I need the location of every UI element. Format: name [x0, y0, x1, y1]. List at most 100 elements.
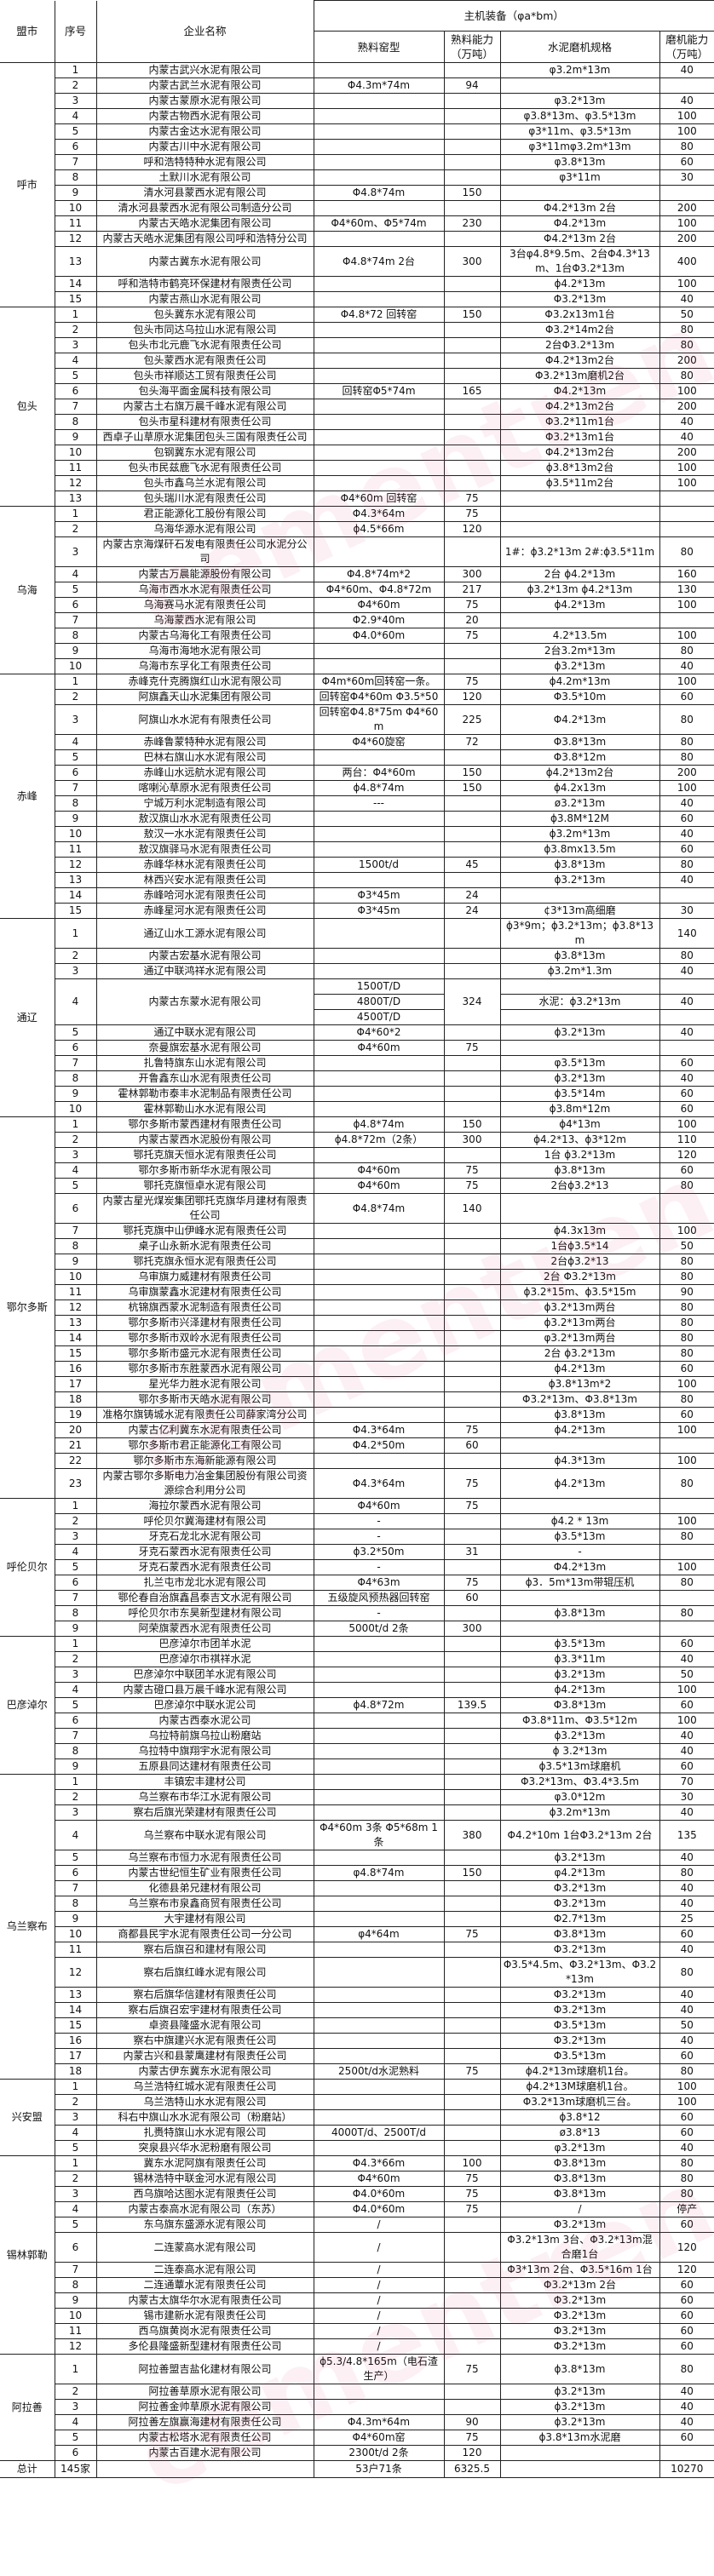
mill-spec: ϕ3.8mx13.5m	[499, 841, 660, 858]
mill-capacity: 100	[659, 674, 714, 690]
mill-spec: Φ4.2*13m2台	[499, 399, 660, 415]
company-name: 内蒙古松塔水泥有限责任公司	[95, 2430, 314, 2446]
row-no: 13	[54, 246, 97, 277]
row-no: 15	[54, 291, 97, 307]
row-no: 3	[54, 93, 97, 109]
mill-capacity: 40	[659, 2033, 714, 2049]
mill-capacity: 60	[659, 2125, 714, 2141]
row-no: 14	[54, 2002, 97, 2018]
mill-capacity	[659, 1040, 714, 1056]
mill-capacity: 25	[659, 1911, 714, 1927]
table-row: 5 牙克石蒙西水泥有限责任公司 - Φ4.2*13m 100	[0, 1559, 714, 1575]
table-row: 16 鄂尔多斯市东胜蒙西水泥有限公司 ϕ4.2*13m 60	[0, 1361, 714, 1377]
table-row: 2 阿旗鑫天山水泥集团有限公司 回转窑Φ4*60m Φ3.5*50 120 Φ3.5*1…	[0, 689, 714, 705]
mill-capacity	[659, 1193, 714, 1224]
company-name: 鄂托克旗恒卓水泥有限公司	[95, 1178, 314, 1194]
table-row: 7 化德县弟兄建材有限公司 Φ3.2*13m 40	[0, 1880, 714, 1896]
kiln-type	[313, 1987, 445, 2003]
row-no: 3	[54, 1667, 97, 1683]
table-row: 8 呼伦贝尔市东昊新型建材有限公司 - ϕ3.8*13m 80	[0, 1605, 714, 1621]
kiln-type	[313, 918, 445, 949]
kiln-type: ϕ4.8*74m	[313, 780, 445, 796]
mill-spec: ϕ4.2*13m	[499, 276, 660, 292]
mill-spec: 2台 Φ3.2*13m	[499, 1269, 660, 1285]
mill-capacity: 80	[659, 2354, 714, 2384]
kiln-capacity: 75	[443, 2063, 501, 2080]
company-name: 包头市同达乌拉山水泥有限公司	[95, 322, 314, 338]
company-name: 敖汉旗驿马水泥有限责任公司	[95, 841, 314, 858]
kiln-capacity	[443, 1529, 501, 1545]
row-no: 5	[54, 1850, 97, 1866]
kiln-type	[313, 1223, 445, 1239]
table-row: 4 包头蒙西水泥有限责任公司 Φ4.2*13m2台 200	[0, 353, 714, 369]
mill-spec: -	[499, 1544, 660, 1560]
kiln-type	[313, 231, 445, 247]
table-row: 5 鄂托克旗恒卓水泥有限公司 Φ4*60m 75 2台ϕ3.2*13 80	[0, 1178, 714, 1194]
kiln-capacity	[443, 1024, 501, 1041]
kiln-capacity	[443, 2292, 501, 2309]
kiln-capacity	[443, 918, 501, 949]
table-row: 13 林西兴安水泥有限责任公司 ϕ3.2*13m 40	[0, 872, 714, 888]
kiln-capacity	[443, 1804, 501, 1821]
mill-spec: ϕ3.3*11m	[499, 1651, 660, 1667]
row-no: 11	[54, 2323, 97, 2339]
kiln-type	[313, 2384, 445, 2400]
mill-spec: ϕ4.2*13、ϕ3*12m	[499, 1132, 660, 1148]
kiln-type	[313, 353, 445, 369]
mill-spec: 3台φ4.8*9.5m、2台Φ4.3*13m、1台Φ3.2*13m	[499, 246, 660, 277]
mill-capacity: 60	[659, 1636, 714, 1652]
mill-spec: ϕ3.2*13m两台	[499, 1299, 660, 1316]
mill-capacity: 30	[659, 903, 714, 919]
kiln-capacity	[443, 169, 501, 186]
mill-capacity: 60	[659, 841, 714, 858]
mill-spec: ϕ4.2m*13m	[499, 674, 660, 690]
mill-spec: ø3.2*13m	[499, 795, 660, 812]
kiln-type: Φ4*60*2	[313, 1024, 445, 1041]
table-body: 呼市 1 内蒙古武兴水泥有限公司 φ3.2m*13m 40 2 内蒙古武兰水泥有限公司 Φ4.…	[0, 62, 714, 2461]
kiln-capacity: 75	[443, 2186, 501, 2202]
kiln-capacity: 75	[443, 1575, 501, 1591]
company-name: 锡林浩特中联金河水泥有限公司	[95, 2171, 314, 2187]
table-row: 8 内蒙古乌海化工有限责任公司 Φ4.0*60m 75 4.2*13.5m 100	[0, 628, 714, 644]
table-row: 3 阿拉善金帅草原水泥有限公司 ϕ3.2*13m 40	[0, 2399, 714, 2415]
kiln-capacity	[443, 1299, 501, 1316]
kiln-capacity	[443, 1713, 501, 1729]
kiln-type: Φ4.3m*64m	[313, 2414, 445, 2430]
table-row: 2 呼伦贝尔冀海建材有限公司 - ϕ4.2 * 13m 100	[0, 1513, 714, 1529]
kiln-capacity	[443, 1055, 501, 1071]
kiln-capacity: 60	[443, 1437, 501, 1454]
company-name: 冀东水泥阿旗有限责任公司	[95, 2155, 314, 2172]
row-no: 17	[54, 1376, 97, 1392]
table-row: 10 乌审旗力威建材有限责任公司 2台 Φ3.2*13m 80	[0, 1269, 714, 1285]
mill-spec: Φ3.8*13m	[499, 2186, 660, 2202]
mill-spec: ϕ3.8*13m	[499, 1162, 660, 1179]
mill-spec: 1台ϕ3.5*14	[499, 1238, 660, 1254]
company-name: 鄂托克旗天恒水泥有限责任公司	[95, 1147, 314, 1163]
kiln-capacity: 75	[443, 1178, 501, 1194]
company-name: 多伦县隆盛新型建材有限责任公司	[95, 2338, 314, 2355]
mill-capacity: 140	[659, 918, 714, 949]
table-row: 7 内蒙古土右旗万晨千峰水泥有限公司 Φ4.2*13m2台 200	[0, 399, 714, 415]
mill-capacity: 200	[659, 765, 714, 781]
kiln-type: ϕ4.8*74m	[313, 1116, 445, 1133]
kiln-capacity: 90	[443, 2414, 501, 2430]
mill-spec	[499, 2445, 660, 2461]
kiln-capacity	[443, 1361, 501, 1377]
mill-capacity: 80	[659, 337, 714, 353]
table-row: 13 包头瑞川水泥有限责任公司 Φ4*60m 回转窑 75	[0, 491, 714, 507]
row-no: 3	[54, 1147, 97, 1163]
row-no: 9	[54, 429, 97, 445]
kiln-type	[313, 2017, 445, 2034]
company-name: 内蒙古冀东水泥有限公司	[95, 246, 314, 277]
mill-spec: φ3.0*12m	[499, 1789, 660, 1805]
mill-spec: Φ3.2*13m	[499, 2217, 660, 2233]
mill-capacity: 50	[659, 1667, 714, 1683]
row-no: 9	[54, 2292, 97, 2309]
row-no: 8	[54, 795, 97, 812]
table-row: 5 乌兰察布市恒力水泥有限责任公司 ϕ3.2*13m 40	[0, 1850, 714, 1866]
kiln-capacity	[443, 2217, 501, 2233]
mill-spec: ϕ3.2*13m两台	[499, 1315, 660, 1331]
kiln-type: Φ4.3*64m	[313, 1422, 445, 1438]
row-no: 12	[54, 1299, 97, 1316]
mill-spec: Φ3.2*13m	[499, 2002, 660, 2018]
